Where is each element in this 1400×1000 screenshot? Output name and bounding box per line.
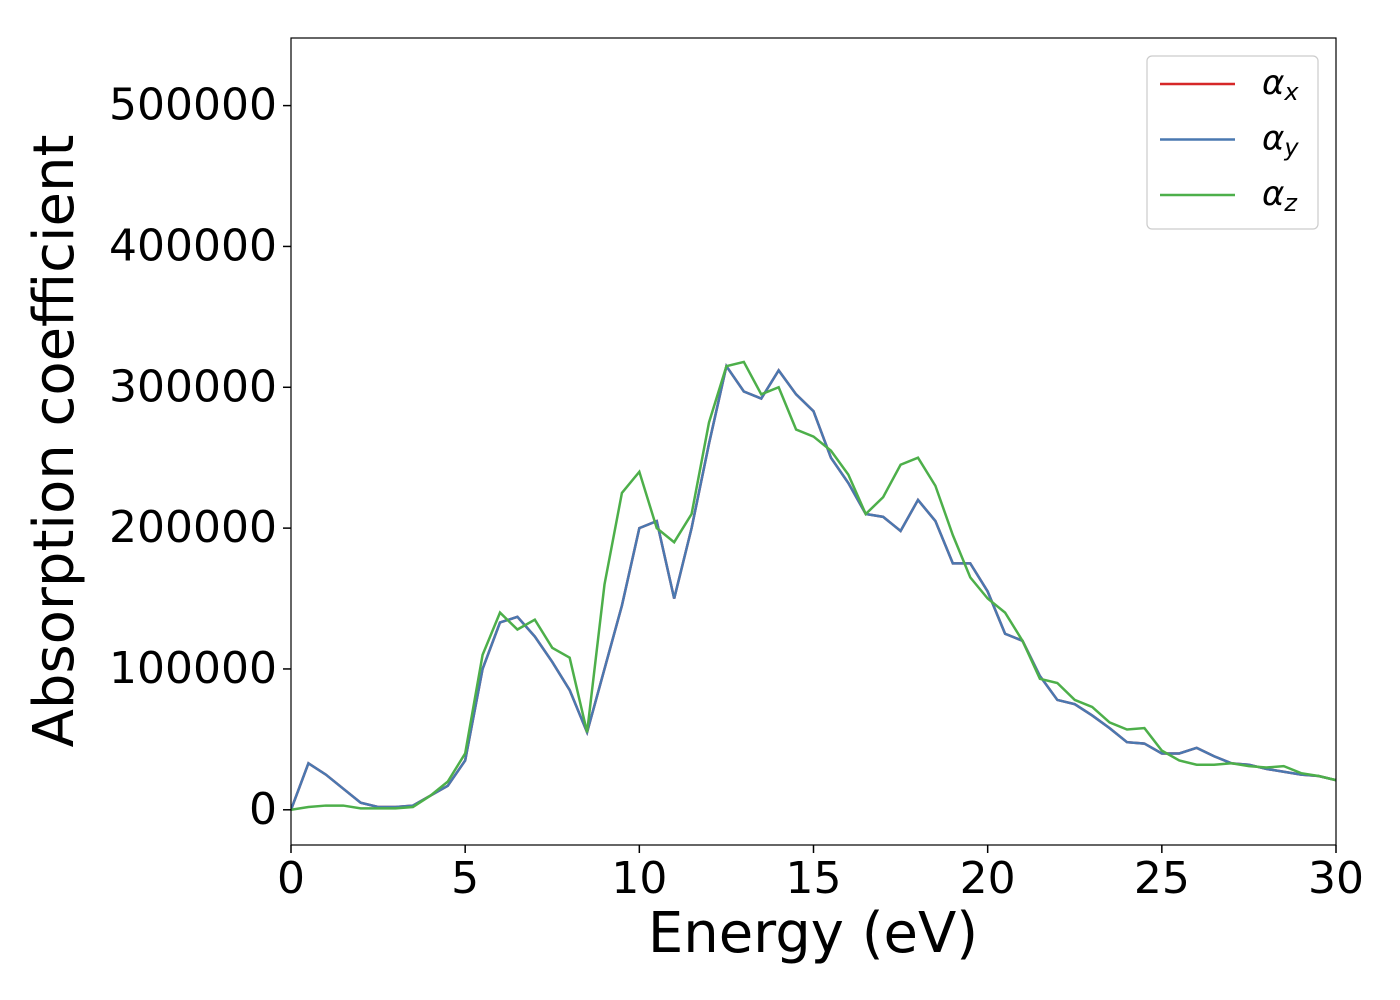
x-tick-label: 10: [611, 853, 667, 904]
x-tick-label: 30: [1308, 853, 1364, 904]
x-tick-label: 15: [786, 853, 842, 904]
y-tick-label: 400000: [109, 220, 277, 271]
x-tick-label: 25: [1134, 853, 1190, 904]
y-axis-label: Absorption coefficient: [22, 135, 87, 748]
x-tick-label: 5: [451, 853, 479, 904]
data-line: [291, 363, 1336, 811]
legend-label: αy: [1262, 118, 1299, 162]
y-tick-label: 200000: [109, 502, 277, 553]
y-tick-label: 500000: [109, 80, 277, 131]
legend-label: αz: [1262, 174, 1298, 218]
y-tick-label: 100000: [109, 643, 277, 694]
data-line: [291, 363, 1336, 811]
x-tick-label: 20: [960, 853, 1016, 904]
legend-box: [1146, 55, 1319, 230]
data-line: [291, 360, 1336, 812]
y-tick-label: 300000: [109, 361, 277, 412]
plot-frame: [290, 37, 1337, 846]
y-tick-label: 0: [249, 784, 277, 835]
x-axis-label: Energy (eV): [648, 901, 978, 966]
x-tick-label: 0: [277, 853, 305, 904]
legend-label: αx: [1262, 63, 1299, 107]
